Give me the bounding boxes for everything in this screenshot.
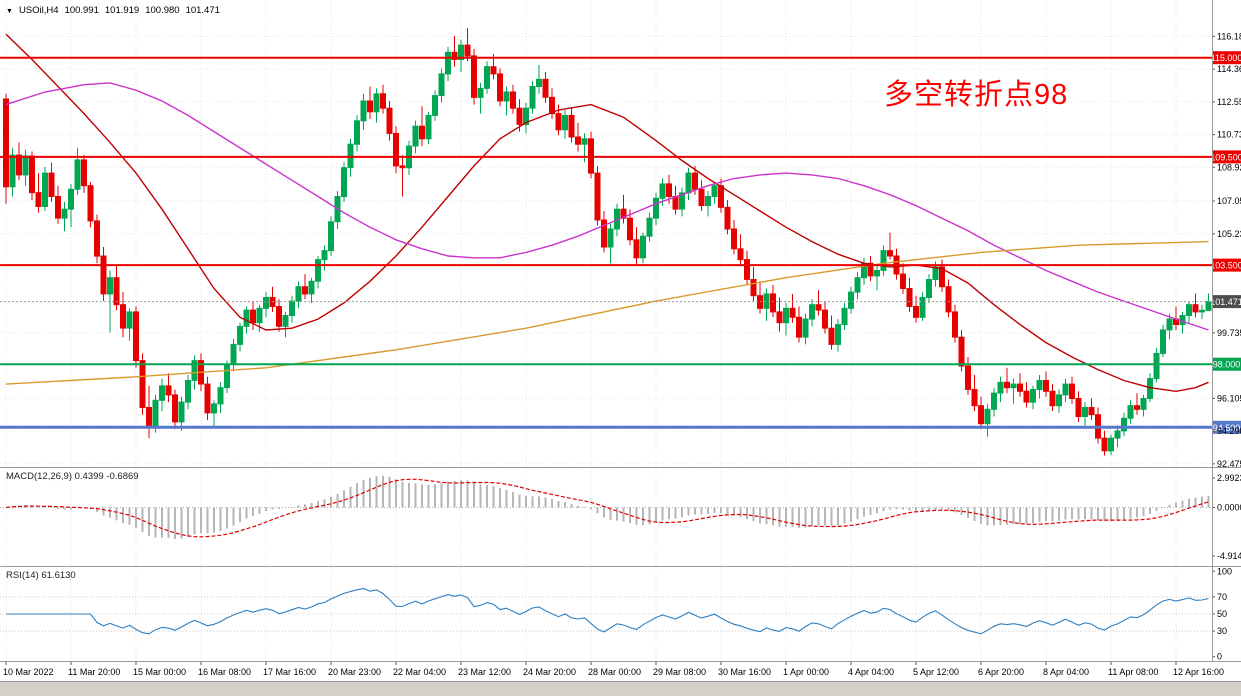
time-axis-label: 17 Mar 16:00 [263,667,316,677]
price-axis-label: 107.050 [1217,196,1241,206]
time-axis-label: 30 Mar 16:00 [718,667,771,677]
rsi-axis-label: 100 [1217,566,1232,576]
rsi-axis-label: 30 [1217,626,1227,636]
price-axis-label: 108.920 [1217,162,1241,172]
price-axis-label: 110.735 [1217,130,1241,140]
price-axis-label: 112.550 [1217,97,1241,107]
hline-badge-label: 98.000 [1213,360,1241,370]
symbol-timeframe-label: USOil,H4 [18,5,59,16]
object-marker-icon: ▼ [6,8,13,15]
price-axis-label: 105.235 [1217,229,1241,239]
price-axis-label: 114.365 [1217,64,1241,74]
time-axis-label: 1 Apr 00:00 [783,667,829,677]
rsi-axis-label: 0 [1217,652,1222,662]
time-axis-label: 24 Mar 20:00 [523,667,576,677]
hline-badge-label: 103.500 [1210,261,1241,271]
bid-price-label: 101.471 [1210,297,1241,307]
rsi-axis-label: 70 [1217,592,1227,602]
bid-price-badge [1212,295,1241,309]
time-axis-label: 11 Apr 08:00 [1108,667,1158,677]
time-axis-label: 6 Apr 20:00 [978,667,1024,677]
annotation-text[interactable]: 多空转折点98 [884,79,1069,111]
macd-histogram [11,475,1210,539]
symbol-info-bar: ▼ USOil,H4 100.991 101.919 100.980 101.4… [6,5,220,16]
rsi-indicator-label: RSI(14) 61.6130 [6,570,76,581]
macd-axis-label: 0.0000 [1217,503,1241,513]
time-axis-label: 16 Mar 08:00 [198,667,251,677]
price-axis-label: 92.475 [1217,459,1241,469]
price-axis-label: 99.735 [1217,328,1241,338]
ohlc-open-value: 100.991 [64,5,99,16]
time-axis-label: 10 Mar 2022 [3,667,54,677]
price-axis-label: 94.290 [1217,426,1241,436]
hline-badge-label: 94.500 [1213,423,1241,433]
rsi-axis-label: 50 [1217,609,1227,619]
time-axis-label: 11 Mar 20:00 [68,667,120,677]
hline-badge-109.500 [1212,150,1241,164]
ohlc-high-value: 101.919 [104,5,140,16]
window-bottom-strip[interactable] [0,682,1241,696]
hline-badge-115.000 [1212,51,1241,65]
horizontal-lines-layer: 115.000 109.500 103.500 98.000 94.500 [0,51,1241,434]
time-axis-label: 4 Apr 04:00 [848,667,894,677]
rsi-line [6,587,1209,635]
time-axis-label: 28 Mar 00:00 [588,667,641,677]
price-axis-label: 96.105 [1217,393,1241,403]
time-axis-label: 22 Mar 04:00 [393,667,446,677]
panel-separators [0,0,1241,662]
macd-indicator-label: MACD(12,26,9) 0.4399 -0.6869 [6,471,139,482]
time-axis-label: 23 Mar 12:00 [458,667,511,677]
time-axis-label: 8 Apr 04:00 [1043,667,1089,677]
macd-signal-line [5,478,1209,538]
hline-badge-94.500 [1212,420,1241,434]
macd-axis-label: 2.9923 [1217,473,1241,483]
ohlc-close-value: 101.471 [185,5,220,16]
macd-axis-label: -4.9146 [1217,551,1241,561]
hline-badge-98.000 [1212,357,1241,371]
time-axis-label: 15 Mar 00:00 [133,667,186,677]
time-axis[interactable]: 10 Mar 2022 11 Mar 20:00 15 Mar 00:00 16 Ma… [3,661,1224,677]
candles-layer [3,28,1212,456]
time-axis-label: 5 Apr 12:00 [913,667,959,677]
time-axis-label: 29 Mar 08:00 [653,667,706,677]
ma-fast-red[interactable] [5,33,1209,393]
hline-badge-label: 115.000 [1211,53,1241,63]
ohlc-low-value: 100.980 [145,5,180,16]
hline-badge-label: 109.500 [1210,152,1241,162]
hline-badge-103.500 [1212,258,1241,272]
price-axis-label: 116.180 [1217,31,1241,41]
time-axis-label: 12 Apr 16:00 [1173,667,1224,677]
ma-mid-magenta[interactable] [5,82,1209,331]
time-axis-label: 20 Mar 23:00 [328,667,381,677]
price-axis[interactable]: 116.180 114.365 112.550 110.735 108.920 107.0… [1212,31,1241,469]
